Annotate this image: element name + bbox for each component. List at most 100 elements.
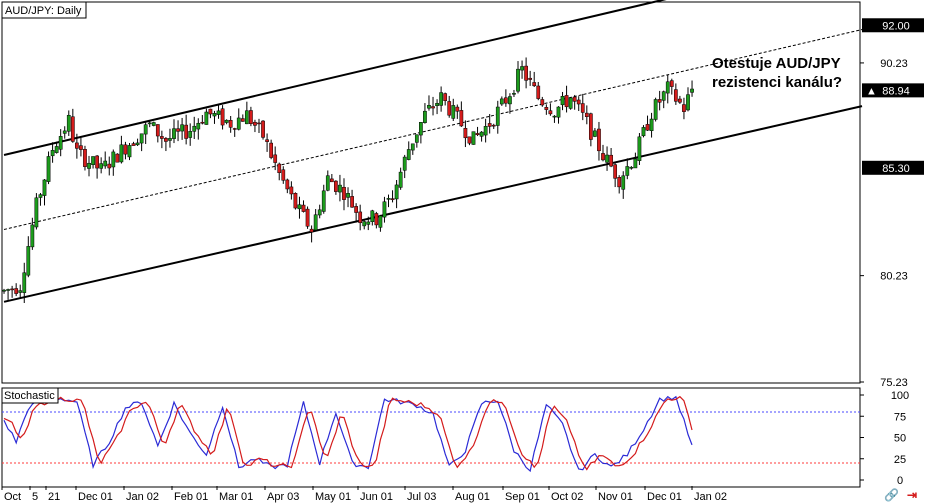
candle-bearish bbox=[350, 196, 354, 208]
candle-bullish bbox=[18, 290, 23, 293]
stochastic-tick-label: 100 bbox=[891, 390, 909, 402]
stochastic-tick-label: 0 bbox=[897, 475, 903, 487]
candle-bullish bbox=[382, 201, 387, 218]
candle-bullish bbox=[26, 246, 31, 276]
candle-bullish bbox=[192, 125, 197, 132]
candle-bullish bbox=[621, 175, 626, 190]
candle-bullish bbox=[625, 166, 630, 176]
candle-bearish bbox=[176, 128, 180, 132]
candle-bullish bbox=[66, 114, 71, 132]
stochastic-series bbox=[2, 395, 860, 473]
candle-bullish bbox=[471, 131, 476, 145]
candle-bullish bbox=[38, 194, 43, 198]
candle-bearish bbox=[305, 208, 310, 227]
candle-bearish bbox=[354, 206, 358, 213]
channel-lower-line bbox=[3, 105, 863, 303]
candle-bullish bbox=[111, 151, 116, 168]
price-level-box bbox=[862, 18, 924, 33]
candle-bullish bbox=[508, 96, 512, 105]
candle-bearish bbox=[645, 124, 650, 131]
candle-bullish bbox=[512, 93, 516, 95]
candle-bullish bbox=[244, 110, 249, 125]
channel-upper-line bbox=[3, 0, 667, 157]
current-price-label: 88.94 bbox=[882, 85, 910, 97]
candle-bearish bbox=[83, 149, 87, 167]
x-tick-label: Oct 02 bbox=[551, 491, 583, 503]
candle-bullish bbox=[216, 110, 221, 115]
candle-bullish bbox=[690, 88, 694, 93]
channel-lines bbox=[3, 0, 863, 303]
candle-bullish bbox=[665, 81, 670, 94]
x-tick-label: 5 bbox=[32, 491, 38, 503]
candle-bullish bbox=[212, 113, 217, 117]
candle-bullish bbox=[147, 122, 152, 125]
y-tick-label: 92.00 bbox=[882, 20, 910, 32]
candle-bullish bbox=[406, 149, 411, 160]
candle-bullish bbox=[103, 160, 108, 167]
candle-bearish bbox=[309, 228, 314, 233]
candle-bullish bbox=[321, 190, 326, 212]
candle-bullish bbox=[42, 179, 47, 196]
stochastic-panel-title: Stochastic bbox=[4, 390, 55, 402]
candle-bearish bbox=[443, 93, 448, 101]
candle-bullish bbox=[435, 103, 439, 106]
candle-bullish bbox=[204, 111, 209, 125]
candle-bearish bbox=[342, 186, 346, 200]
candle-bearish bbox=[358, 211, 363, 224]
candle-bearish bbox=[536, 85, 541, 99]
x-tick-label: Sep 01 bbox=[505, 491, 540, 503]
current-price-box bbox=[862, 83, 924, 98]
candle-bullish bbox=[568, 97, 573, 109]
candle-bearish bbox=[273, 154, 278, 163]
candle-bearish bbox=[524, 65, 528, 81]
link-icon[interactable]: 🔗 bbox=[883, 488, 899, 502]
candle-bullish bbox=[499, 98, 504, 105]
candle-bearish bbox=[463, 128, 468, 139]
candle-bearish bbox=[673, 89, 678, 102]
candle-bullish bbox=[378, 215, 383, 228]
candle-bullish bbox=[58, 136, 63, 150]
candle-bullish bbox=[346, 193, 350, 198]
candle-bearish bbox=[329, 178, 334, 183]
candle-bullish bbox=[419, 122, 423, 136]
candle-bearish bbox=[70, 116, 75, 142]
candle-bearish bbox=[431, 106, 435, 109]
candle-bullish bbox=[366, 221, 371, 225]
stochastic-y-axis: 100 75 50 25 0 bbox=[860, 390, 909, 487]
candle-bearish bbox=[261, 120, 265, 138]
candle-bearish bbox=[159, 136, 164, 139]
stochastic-d-line bbox=[3, 395, 693, 471]
x-tick-label: Jun 01 bbox=[360, 491, 393, 503]
candle-bearish bbox=[95, 155, 99, 169]
y-tick-label: 90.23 bbox=[880, 58, 908, 70]
candle-bearish bbox=[678, 98, 682, 103]
candle-bearish bbox=[14, 288, 19, 294]
candle-bullish bbox=[423, 110, 427, 123]
candle-bearish bbox=[115, 153, 120, 163]
candle-bearish bbox=[334, 180, 338, 192]
candle-bearish bbox=[131, 143, 136, 146]
x-tick-label: Mar 01 bbox=[219, 491, 253, 503]
candle-bullish bbox=[46, 156, 51, 182]
candle-bearish bbox=[281, 169, 286, 181]
arrow-to-end-icon[interactable]: ⇥ bbox=[906, 488, 917, 502]
candle-bullish bbox=[180, 124, 184, 132]
current-price-marker: ▲ bbox=[866, 85, 877, 97]
x-tick-label: Nov 01 bbox=[598, 491, 633, 503]
candle-bullish bbox=[495, 106, 500, 126]
candle-bullish bbox=[317, 209, 322, 216]
candle-bullish bbox=[22, 272, 27, 293]
candle-bullish bbox=[394, 184, 399, 200]
candle-bullish bbox=[50, 150, 55, 157]
x-tick-label: Feb 01 bbox=[174, 491, 208, 503]
candle-bearish bbox=[390, 198, 395, 200]
candle-bearish bbox=[10, 288, 14, 291]
x-tick-label: Jan 02 bbox=[126, 491, 159, 503]
candle-bearish bbox=[447, 101, 452, 116]
stochastic-tick-label: 75 bbox=[894, 411, 906, 423]
candle-bullish bbox=[172, 128, 176, 139]
candle-bullish bbox=[593, 130, 597, 137]
x-tick-label: 21 bbox=[48, 491, 60, 503]
candle-bullish bbox=[661, 91, 666, 101]
